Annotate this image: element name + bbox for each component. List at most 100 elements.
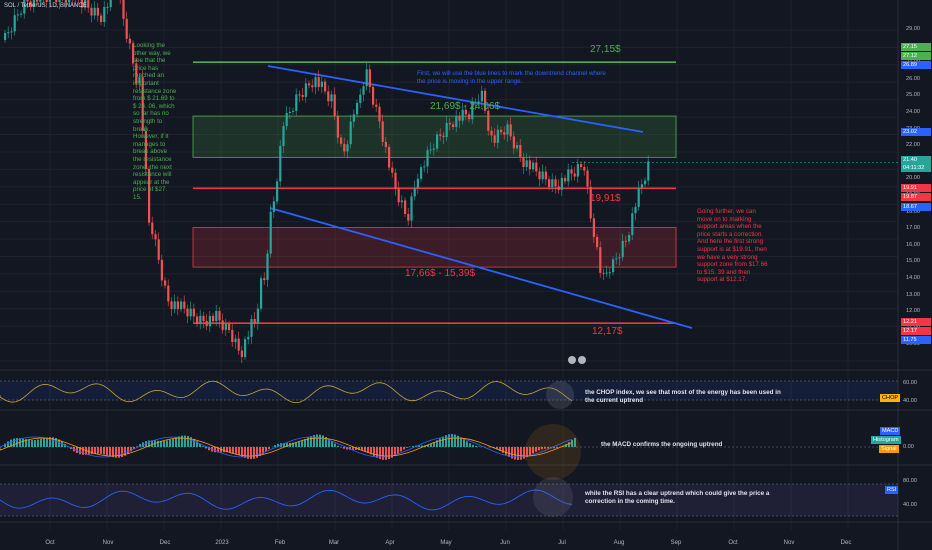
price-tag-19-87: 19.87	[901, 193, 931, 201]
macd-histogram-bar	[238, 447, 240, 456]
macd-histogram-bar	[379, 447, 381, 460]
candle-body	[26, 0, 29, 2]
price-axis-label: 17.00	[906, 225, 920, 232]
rsi-line	[0, 489, 573, 511]
macd-histogram-bar	[571, 440, 573, 447]
candle-body	[445, 123, 448, 138]
candle-body	[228, 323, 231, 330]
macd-histogram-bar	[31, 440, 33, 447]
macd-histogram-bar	[136, 446, 138, 447]
candle-body	[381, 121, 384, 142]
time-axis-label: Oct	[45, 540, 55, 546]
rsi-highlight	[533, 477, 573, 517]
macd-histogram-bar	[163, 440, 165, 447]
macd-histogram-bar	[454, 434, 456, 447]
macd-histogram-bar	[532, 447, 534, 454]
candle-body	[432, 148, 435, 150]
price-axis-label: 29.00	[906, 26, 920, 32]
candle-body	[231, 330, 234, 342]
candle-body	[311, 85, 314, 88]
macd-histogram-bar	[52, 437, 54, 447]
candle-body	[32, 0, 35, 7]
candle-body	[205, 320, 208, 327]
macd-histogram-bar	[103, 447, 105, 455]
candle-body	[557, 186, 560, 190]
candle-body	[528, 160, 531, 170]
candle-body	[58, 0, 61, 2]
macd-histogram-bar	[262, 447, 264, 454]
candle-body	[237, 338, 240, 351]
candle-body	[167, 285, 170, 302]
macd-histogram-bar	[352, 447, 354, 450]
macd-tag: MACD	[880, 427, 901, 435]
macd-histogram-bar	[337, 445, 339, 447]
price-axis-label: 12.00	[906, 308, 920, 315]
macd-histogram-bar	[160, 440, 162, 447]
candle-body	[320, 81, 323, 88]
chop-line	[0, 380, 573, 404]
candle-body	[637, 188, 640, 207]
macd-histogram-bar	[433, 442, 435, 447]
candle-body	[256, 308, 259, 324]
candle-body	[144, 130, 147, 169]
macd-histogram-bar	[427, 444, 429, 447]
macd-histogram-bar	[430, 443, 432, 447]
macd-histogram-bar	[10, 439, 12, 447]
price-axis-label: 13.00	[906, 291, 920, 298]
macd-histogram-bar	[325, 437, 327, 447]
note-resistance: Looking the other way, we see that the p…	[133, 42, 177, 201]
macd-histogram-bar	[319, 434, 321, 447]
candle-body	[458, 116, 461, 121]
macd-histogram-bar	[463, 439, 465, 447]
candle-body	[292, 110, 295, 112]
macd-histogram-bar	[343, 447, 345, 449]
candle-body	[202, 315, 205, 321]
price-axis-label: 22.00	[906, 142, 920, 149]
candle-body	[80, 0, 83, 8]
macd-histogram-bar	[4, 443, 6, 447]
candle-body	[20, 13, 23, 15]
candle-body	[253, 319, 256, 324]
macd-histogram-bar	[208, 447, 210, 451]
time-axis-label: Apr	[385, 540, 395, 546]
macd-histogram-bar	[241, 447, 243, 457]
macd-histogram-bar	[469, 443, 471, 447]
macd-histogram-bar	[55, 438, 57, 447]
macd-histogram-bar	[94, 447, 96, 454]
macd-histogram-bar	[214, 447, 216, 453]
candle-body	[589, 186, 592, 219]
macd-histogram-bar	[451, 434, 453, 447]
candle-body	[16, 14, 19, 16]
candle-body	[554, 179, 557, 187]
candle-body	[493, 135, 496, 143]
candle-body	[10, 31, 13, 33]
candle-body	[100, 15, 103, 22]
candle-body	[644, 180, 647, 185]
macd-histogram-bar	[22, 438, 24, 447]
candle-body	[570, 169, 573, 174]
macd-histogram-bar	[364, 447, 366, 452]
time-axis-label: Oct	[728, 540, 738, 546]
macd-histogram-bar	[505, 447, 507, 455]
macd-histogram-bar	[391, 447, 393, 458]
macd-histogram-bar	[46, 437, 48, 447]
candle-body	[128, 38, 131, 44]
macd-histogram-bar	[301, 440, 303, 447]
candle-body	[64, 0, 67, 3]
time-axis-label: 2023	[215, 540, 229, 546]
macd-histogram-bar	[502, 447, 504, 453]
macd-histogram-bar	[439, 438, 441, 447]
macd-histogram-bar	[418, 445, 420, 447]
candle-body	[359, 94, 362, 103]
macd-histogram-bar	[244, 447, 246, 458]
candle-body	[480, 90, 483, 102]
macd-histogram-bar	[508, 447, 510, 457]
candle-body	[301, 95, 304, 97]
candle-body	[199, 315, 202, 325]
candle-body	[544, 171, 547, 180]
macd-histogram-bar	[472, 444, 474, 447]
price-axis-label: 18.00	[906, 208, 920, 215]
candle-body	[346, 144, 349, 152]
